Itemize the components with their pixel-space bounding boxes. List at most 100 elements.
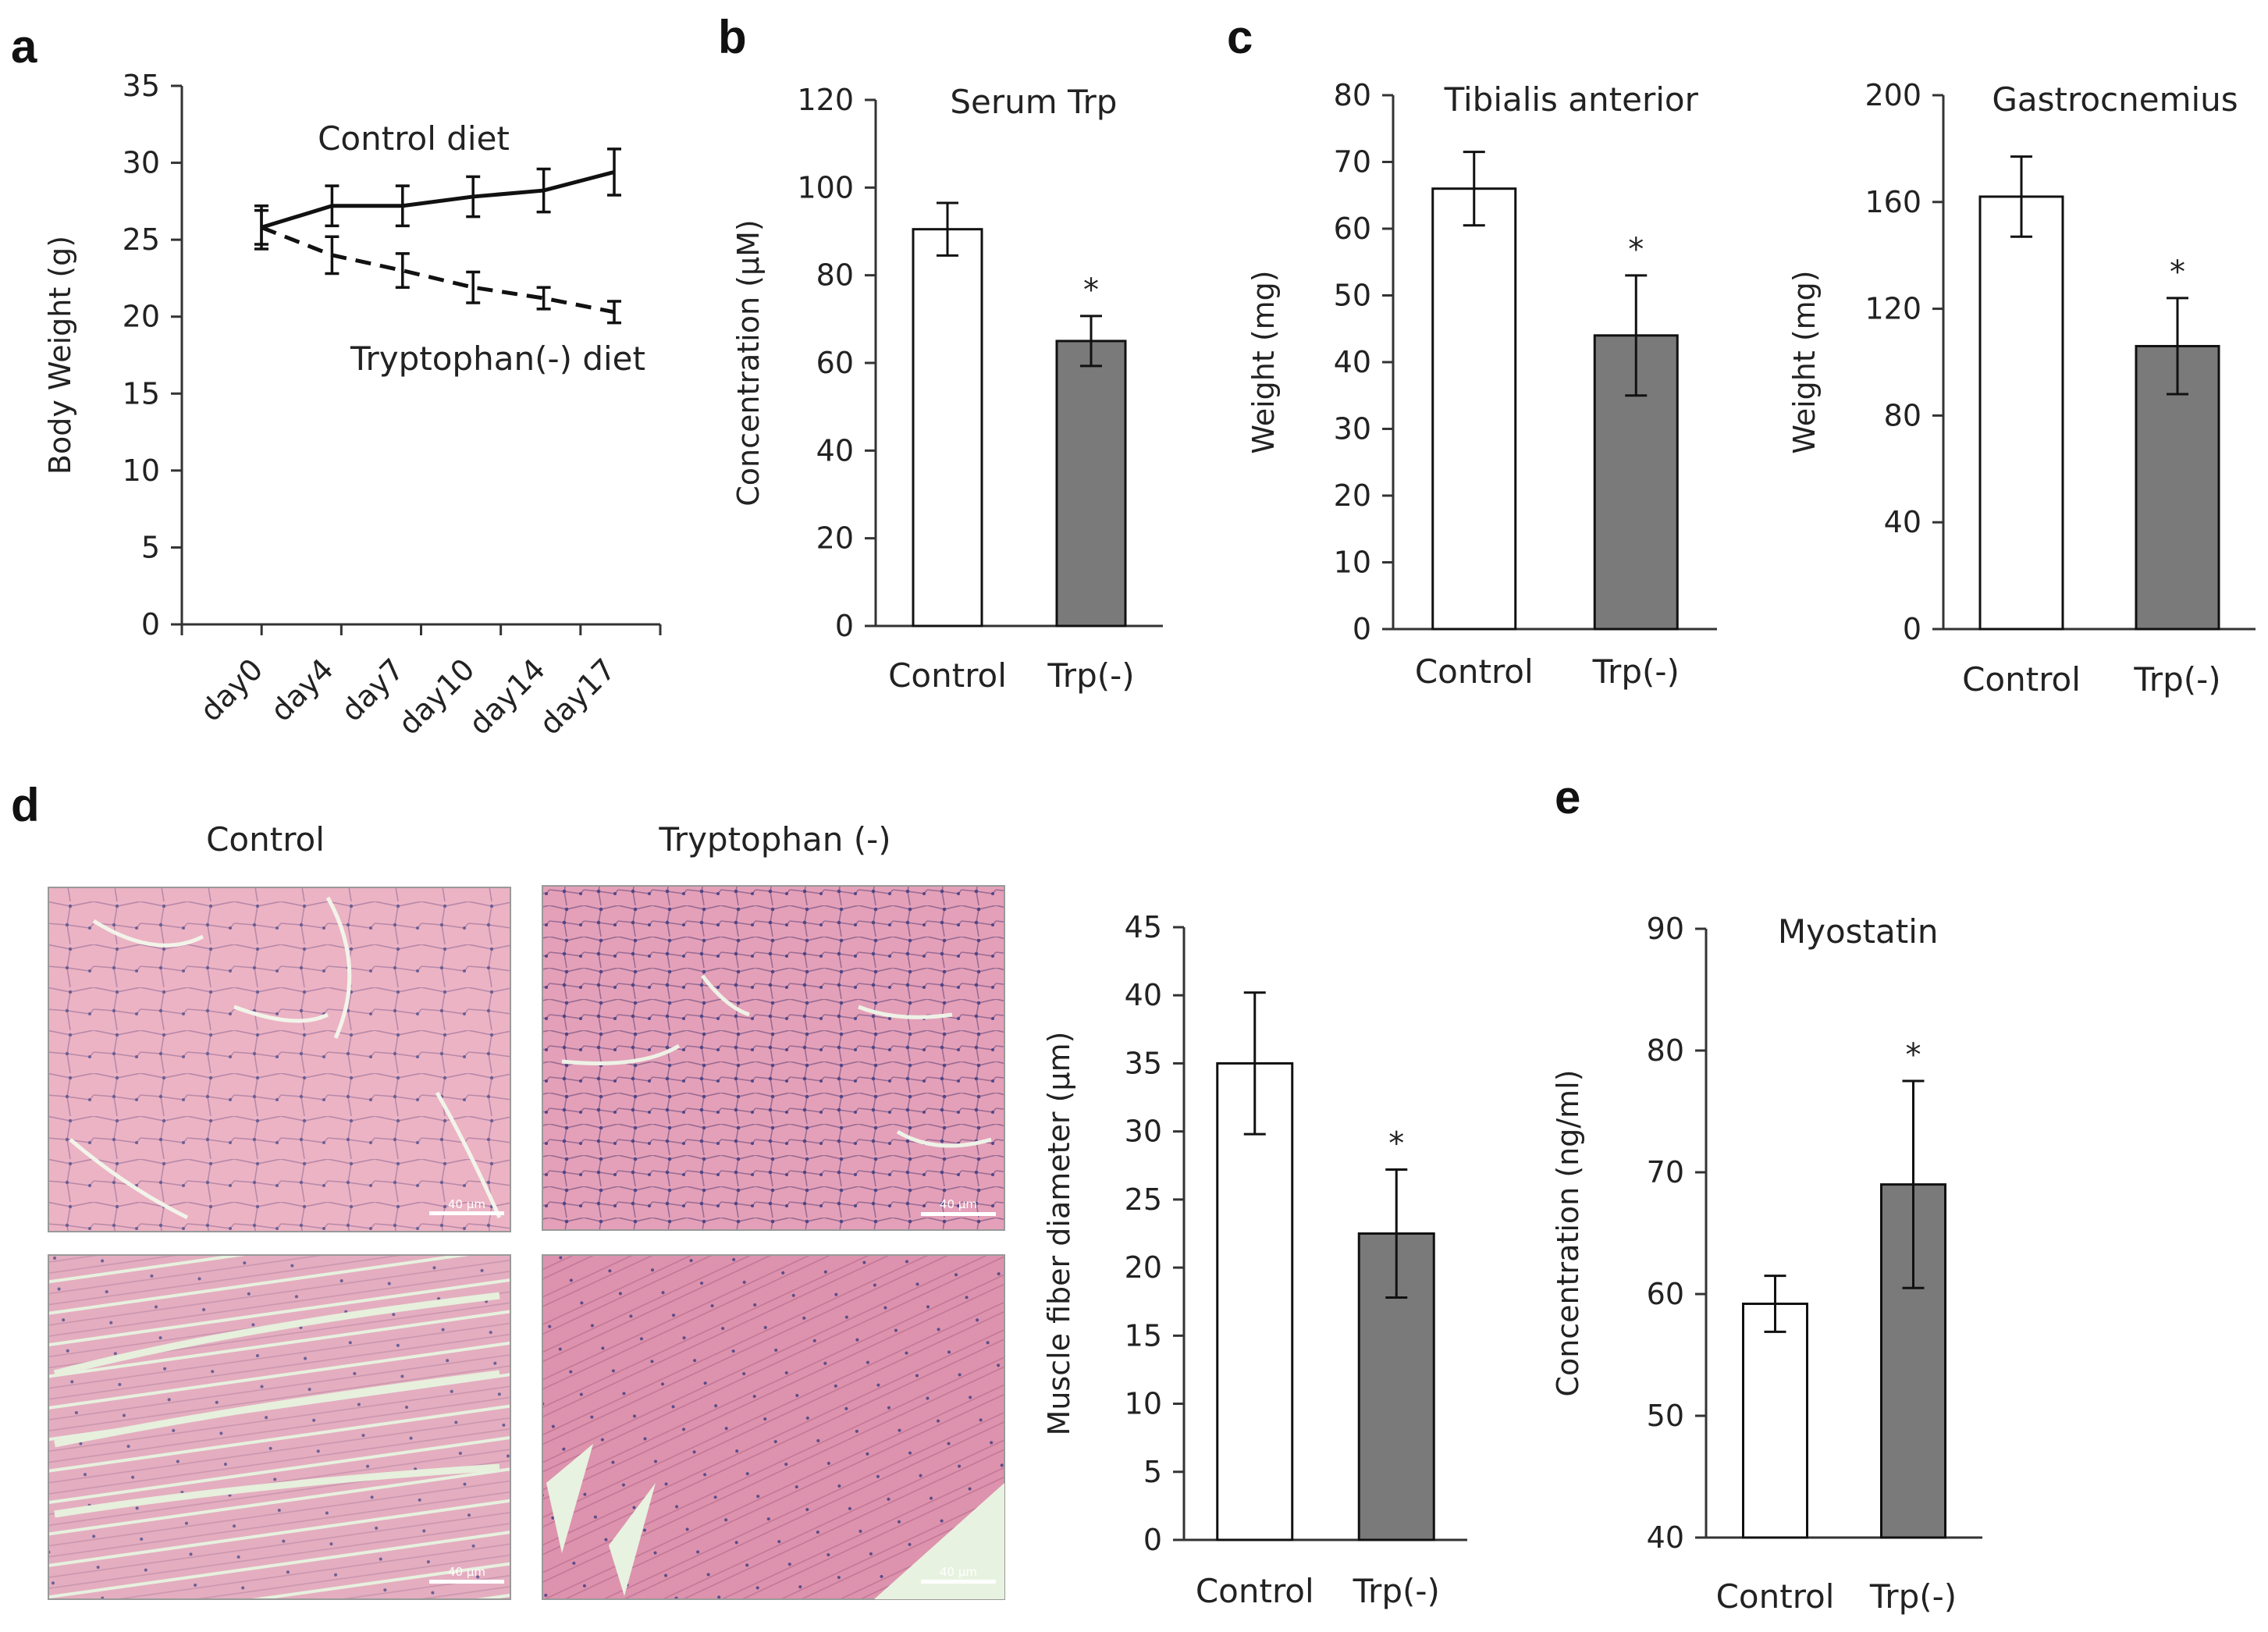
y-tick-label: 120: [1865, 292, 1921, 326]
x-category-label: Trp(-): [2133, 660, 2220, 699]
y-tick-label: 70: [1334, 145, 1371, 180]
series-line-control: [261, 169, 615, 229]
x-tick-label: day4: [264, 652, 340, 728]
y-tick-label: 5: [141, 530, 160, 564]
y-tick-label: 40: [1334, 345, 1371, 379]
x-category-label: Control: [888, 656, 1007, 695]
y-axis-label: Concentration (ng/ml): [1551, 1069, 1585, 1396]
panel-letter-d: d: [11, 779, 40, 831]
y-tick-label: 20: [1334, 478, 1371, 513]
micrograph-trp-cross-section: 40 µm: [542, 885, 1005, 1231]
y-tick-label: 0: [141, 607, 160, 642]
y-tick-label: 5: [1143, 1455, 1162, 1489]
tibialis-anterior-bar-chart: 0 10 20 30 40 50 60 70 80 Weight (mg) Control * Trp(…: [1246, 78, 1717, 691]
chart-title: Serum Trp: [950, 83, 1117, 121]
x-tick-label: day0: [194, 652, 270, 728]
y-tick-label: 80: [1647, 1033, 1684, 1068]
y-tick-label: 0: [1143, 1523, 1162, 1557]
y-tick-label: 40: [816, 433, 854, 468]
y-axis-label: Weight (mg): [1787, 270, 1822, 453]
chart-title: Tibialis anterior: [1444, 80, 1699, 119]
series-label-control: Control diet: [318, 119, 510, 158]
chart-title: Gastrocnemius: [1992, 80, 2238, 119]
bar-control: [1216, 1061, 1294, 1541]
significance-marker: *: [1083, 272, 1099, 308]
y-tick-label: 40: [1647, 1520, 1684, 1555]
y-tick-label: 35: [1125, 1046, 1162, 1080]
y-tick-label: 120: [797, 83, 854, 117]
series-label-tryptophan: Tryptophan(-) diet: [350, 340, 645, 378]
gastrocnemius-bar-chart: 0 40 80 120 160 200 Weight (mg) Control * Trp(-) G…: [1787, 78, 2256, 699]
y-tick-label: 0: [835, 609, 854, 643]
y-tick-label: 15: [1125, 1318, 1162, 1353]
y-axis-label: Weight (mg): [1246, 270, 1281, 453]
y-tick-label: 0: [1903, 612, 1921, 646]
significance-marker: *: [1906, 1037, 1921, 1073]
y-tick-label: 80: [1884, 398, 1921, 432]
series-line-tryptophan: [261, 226, 615, 315]
y-tick-label: 25: [123, 222, 160, 257]
y-tick-label: 15: [123, 376, 160, 411]
y-tick-label: 35: [123, 69, 160, 103]
y-tick-label: 20: [816, 521, 854, 556]
micrograph-control-cross-section: 40 µm: [48, 887, 511, 1232]
y-tick-label: 60: [1647, 1277, 1684, 1311]
scale-bar-label: 40 µm: [448, 1197, 485, 1211]
x-category-label: Trp(-): [1869, 1577, 1957, 1616]
panel-letter-c: c: [1227, 11, 1253, 63]
y-tick-label: 70: [1647, 1155, 1684, 1189]
y-tick-label: 200: [1865, 78, 1921, 112]
y-tick-label: 30: [123, 146, 160, 180]
scale-bar-label: 40 µm: [448, 1565, 485, 1579]
x-category-label: Trp(-): [1047, 656, 1134, 695]
y-axis-label: Concentration (µM): [731, 219, 766, 507]
y-tick-label: 60: [816, 346, 854, 380]
significance-marker: *: [1628, 232, 1644, 268]
bar-control: [1742, 1302, 1808, 1539]
scale-bar-label: 40 µm: [940, 1197, 977, 1211]
significance-marker: *: [2170, 254, 2185, 290]
chart-title: Myostatin: [1778, 912, 1939, 951]
y-tick-label: 40: [1125, 978, 1162, 1012]
panel-letter-e: e: [1555, 771, 1580, 823]
y-tick-label: 40: [1884, 505, 1921, 539]
x-category-label: Trp(-): [1592, 652, 1680, 691]
y-tick-label: 10: [1125, 1387, 1162, 1421]
micrograph-grid: Control Tryptophan (-) 40 µm 40 µm 40 µm…: [48, 820, 1005, 1600]
bar-control: [1978, 195, 2064, 631]
y-tick-label: 100: [797, 170, 854, 204]
y-tick-label: 50: [1334, 279, 1371, 313]
y-tick-label: 80: [1334, 78, 1371, 112]
y-tick-label: 30: [1334, 412, 1371, 446]
micrograph-title-trp: Tryptophan (-): [658, 820, 890, 859]
scale-bar-label: 40 µm: [940, 1565, 977, 1579]
x-tick-label: day17: [533, 652, 623, 741]
x-tick-label: day14: [462, 652, 552, 741]
bar-control: [1431, 187, 1517, 631]
micrograph-title-control: Control: [206, 820, 325, 859]
bar-trp: [1055, 340, 1127, 628]
y-tick-label: 90: [1647, 912, 1684, 946]
y-tick-label: 60: [1334, 212, 1371, 246]
y-tick-label: 160: [1865, 185, 1921, 219]
micrograph-control-longitudinal: 40 µm: [48, 1254, 511, 1600]
panel-letter-b: b: [718, 11, 747, 63]
y-tick-label: 30: [1125, 1115, 1162, 1149]
x-category-label: Control: [1962, 660, 2081, 699]
y-tick-label: 20: [123, 300, 160, 334]
significance-marker: *: [1388, 1126, 1404, 1162]
myostatin-bar-chart: 40 50 60 70 80 90 Concentration (ng/ml) Control…: [1551, 912, 1982, 1616]
x-category-label: Control: [1196, 1572, 1314, 1610]
y-tick-label: 80: [816, 258, 854, 293]
bar-control: [912, 228, 983, 628]
y-tick-label: 0: [1353, 612, 1371, 646]
y-axis-label: Muscle fiber diameter (µm): [1042, 1032, 1076, 1436]
y-tick-label: 45: [1125, 910, 1162, 944]
muscle-fiber-diameter-bar-chart: 0 5 10 15 20 25 30 35 40 45 Muscle fiber diameter …: [1042, 910, 1467, 1610]
y-tick-label: 10: [1334, 546, 1371, 580]
x-category-label: Trp(-): [1353, 1572, 1440, 1610]
x-category-label: Control: [1716, 1577, 1835, 1616]
x-category-label: Control: [1415, 652, 1534, 691]
